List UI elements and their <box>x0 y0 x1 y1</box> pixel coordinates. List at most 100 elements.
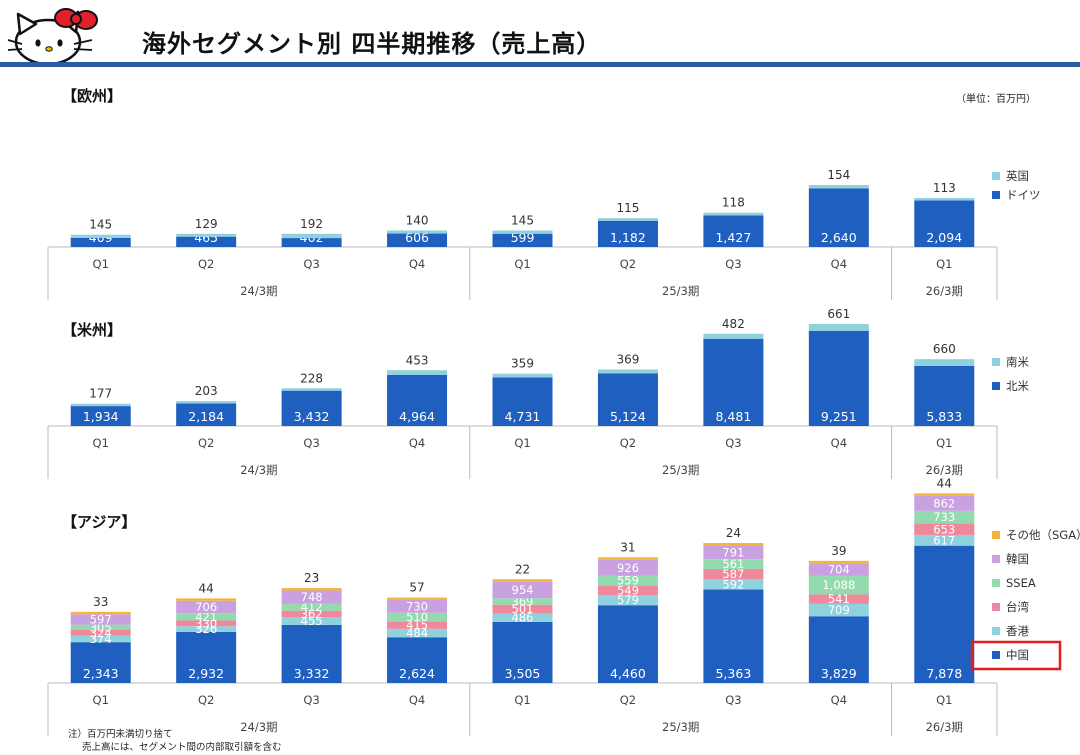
data-label: 24 <box>726 526 741 540</box>
bar-segment-2-3-3 <box>387 612 448 622</box>
data-label: 192 <box>300 217 323 231</box>
bar-segment-2-4-0 <box>70 614 131 625</box>
bar-segment-2-0-4 <box>492 621 553 683</box>
legend-swatch <box>992 579 1000 587</box>
bar-segment-2-2-2 <box>281 610 342 617</box>
data-label: 1,182 <box>610 230 646 245</box>
bar-segment-0-1-6 <box>703 212 764 216</box>
data-label: 44 <box>199 581 214 595</box>
bar-segment-1-1-8 <box>914 359 975 366</box>
bar-segment-2-1-4 <box>492 613 553 622</box>
data-label: 5,833 <box>926 409 962 424</box>
bar-segment-1-0-5 <box>597 373 658 426</box>
bar-segment-0-0-5 <box>597 220 658 247</box>
data-label: 412 <box>301 600 323 614</box>
data-label: 33 <box>93 595 108 609</box>
data-label: 453 <box>406 353 429 367</box>
bar-segment-2-4-5 <box>597 559 658 576</box>
x-tick-label: Q1 <box>93 693 109 707</box>
bar-segment-2-2-1 <box>176 620 237 627</box>
x-tick-label: Q1 <box>936 693 952 707</box>
data-label: 2,343 <box>83 666 119 681</box>
x-tick-label: Q1 <box>93 257 109 271</box>
data-label: 3,432 <box>294 409 330 424</box>
x-tick-label: Q2 <box>198 257 214 271</box>
data-label: 115 <box>616 201 639 215</box>
data-label: 954 <box>512 583 534 597</box>
bar-segment-2-0-7 <box>808 616 869 683</box>
data-label: 7,878 <box>926 666 962 681</box>
legend-swatch <box>992 651 1000 659</box>
data-label: 118 <box>722 196 745 210</box>
x-tick-label: Q4 <box>831 257 847 271</box>
data-label: 926 <box>617 561 639 575</box>
data-label: 1,088 <box>822 578 855 592</box>
bar-segment-2-2-4 <box>492 604 553 614</box>
data-label: 228 <box>300 371 323 385</box>
bar-segment-0-1-0 <box>70 234 131 238</box>
period-label: 26/3期 <box>926 720 963 734</box>
data-label: 501 <box>512 602 534 616</box>
x-tick-label: Q3 <box>725 693 741 707</box>
bar-segment-0-0-7 <box>808 188 869 247</box>
bar-segment-2-2-6 <box>703 568 764 580</box>
x-tick-label: Q4 <box>409 693 425 707</box>
logo-nose <box>45 46 53 52</box>
period-label: 25/3期 <box>662 720 699 734</box>
data-label: 653 <box>933 522 955 536</box>
page-title: 海外セグメント別 四半期推移（売上高） <box>142 30 602 58</box>
bar-segment-2-0-0 <box>70 642 131 683</box>
title-underline <box>0 62 1080 67</box>
logo-whiskers <box>7 39 93 51</box>
logo-eye-left <box>35 39 41 47</box>
bar-segment-2-5-4 <box>492 579 553 582</box>
bar-segment-2-5-2 <box>281 588 342 591</box>
x-tick-label: Q2 <box>198 693 214 707</box>
bar-segment-2-4-1 <box>176 600 237 614</box>
data-label: 44 <box>937 476 952 490</box>
footnote: 注）百万円未満切り捨て 売上高には、セグメント間の内部取引額を含む <box>68 728 282 754</box>
x-tick-label: Q1 <box>514 693 530 707</box>
x-tick-label: Q1 <box>514 257 530 271</box>
bar-segment-1-0-1 <box>176 403 237 426</box>
data-label: 592 <box>722 577 744 591</box>
bar-segment-1-1-6 <box>703 333 764 339</box>
data-label: 791 <box>722 545 744 559</box>
x-tick-label: Q3 <box>303 693 319 707</box>
bar-segment-1-0-3 <box>387 374 448 426</box>
bar-segment-2-1-5 <box>597 595 658 606</box>
period-label: 25/3期 <box>662 284 699 298</box>
data-label: 203 <box>195 384 218 398</box>
legend-swatch <box>992 382 1000 390</box>
bar-segment-2-2-3 <box>387 621 448 629</box>
data-label: 421 <box>195 610 217 624</box>
chart-title: 【米州】 <box>62 321 122 339</box>
data-label: 2,094 <box>926 230 962 245</box>
bar-segment-1-0-0 <box>70 406 131 426</box>
bar-segment-2-4-8 <box>914 495 975 511</box>
legend-swatch <box>992 531 1000 539</box>
legend-label: 北米 <box>1006 379 1029 393</box>
unit-note: （単位：百万円） <box>956 94 1036 105</box>
bar-segment-1-0-8 <box>914 365 975 426</box>
data-label: 2,640 <box>821 230 857 245</box>
bar-segment-1-1-3 <box>387 370 448 375</box>
period-label: 25/3期 <box>662 463 699 477</box>
x-tick-label: Q4 <box>831 436 847 450</box>
bar-segment-2-5-7 <box>808 560 869 564</box>
x-tick-label: Q4 <box>831 693 847 707</box>
data-label: 730 <box>406 599 428 613</box>
bar-segment-1-0-2 <box>281 390 342 426</box>
legend-label: 韓国 <box>1006 552 1029 566</box>
x-tick-label: Q3 <box>303 436 319 450</box>
data-label: 57 <box>409 581 424 595</box>
legend-label: 中国 <box>1006 648 1029 662</box>
bar-segment-0-1-8 <box>914 198 975 201</box>
data-label: 4,460 <box>610 666 646 681</box>
data-label: 145 <box>511 213 534 227</box>
data-label: 3,829 <box>821 666 857 681</box>
data-label: 4,731 <box>505 409 541 424</box>
x-tick-label: Q3 <box>725 257 741 271</box>
bar-segment-1-1-2 <box>281 388 342 391</box>
x-tick-label: Q2 <box>620 436 636 450</box>
